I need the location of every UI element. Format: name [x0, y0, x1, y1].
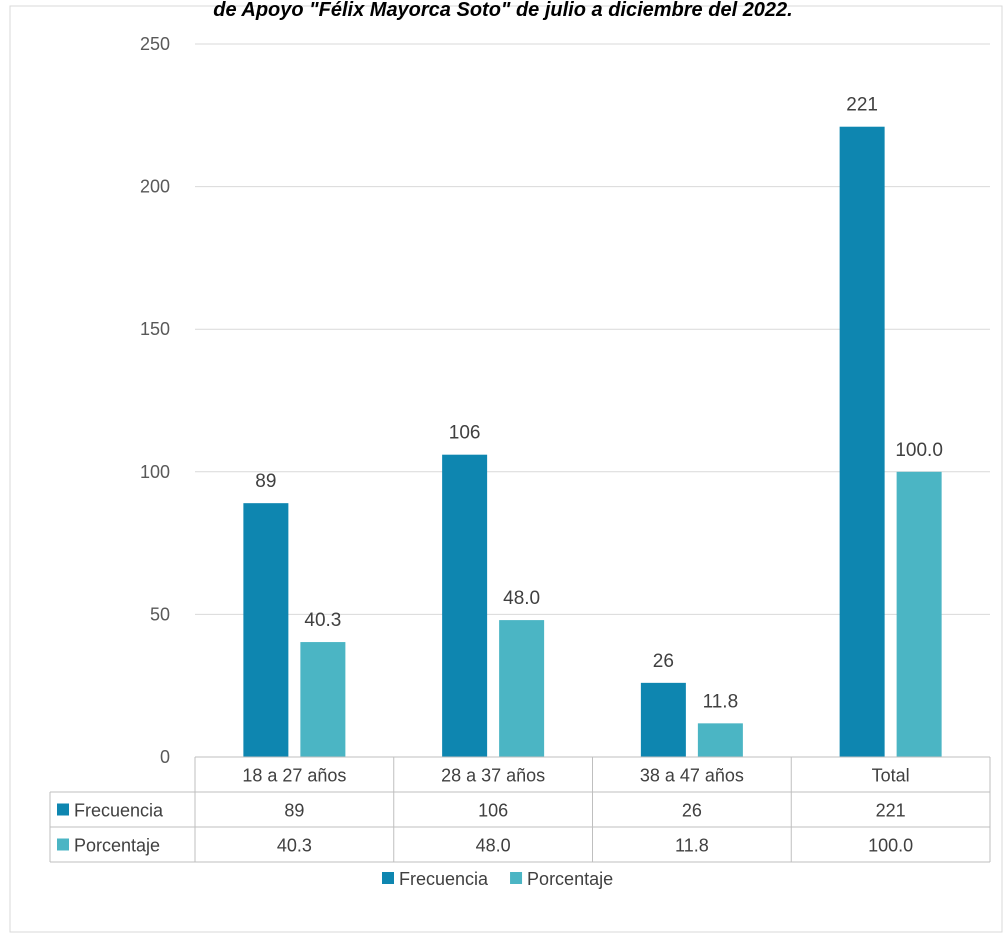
table-cell-porcentaje-total: 100.0 — [868, 836, 913, 856]
chart-border — [9, 5, 1003, 933]
x-tick-label-18-a-27-anos: 18 a 27 años — [242, 766, 346, 786]
table-row-label-porcentaje: Porcentaje — [74, 836, 160, 856]
y-tick-label: 0 — [160, 747, 170, 767]
y-tick-label: 100 — [140, 462, 170, 482]
data-label-porcentaje-28-a-37-anos: 48.0 — [503, 588, 540, 609]
data-label-frecuencia-28-a-37-anos: 106 — [449, 423, 481, 444]
legend-key-porcentaje — [510, 872, 523, 884]
bar-porcentaje-18-a-27-anos — [300, 642, 346, 757]
bar-porcentaje-28-a-37-anos — [499, 620, 545, 757]
bar-frecuencia-total — [839, 126, 885, 757]
table-legend-key-porcentaje — [57, 838, 69, 851]
table-cell-frecuencia-38-a-47-anos: 26 — [682, 801, 702, 821]
data-label-porcentaje-38-a-47-anos: 11.8 — [703, 691, 739, 712]
data-label-porcentaje-18-a-27-anos: 40.3 — [304, 610, 341, 631]
table-cell-frecuencia-total: 221 — [876, 801, 906, 821]
legend-label-frecuencia: Frecuencia — [399, 869, 489, 889]
bar-porcentaje-38-a-47-anos — [697, 723, 743, 757]
x-tick-label-28-a-37-anos: 28 a 37 años — [441, 766, 545, 786]
y-tick-label: 50 — [150, 604, 170, 624]
x-tick-label-38-a-47-anos: 38 a 47 años — [640, 766, 744, 786]
legend-label-porcentaje: Porcentaje — [527, 869, 613, 889]
bar-frecuencia-38-a-47-anos — [640, 682, 686, 757]
table-cell-porcentaje-18-a-27-anos: 40.3 — [277, 836, 312, 856]
table-row-label-frecuencia: Frecuencia — [74, 801, 164, 821]
table-cell-frecuencia-18-a-27-anos: 89 — [284, 801, 304, 821]
table-cell-porcentaje-38-a-47-anos: 11.8 — [675, 836, 709, 856]
data-label-frecuencia-total: 221 — [846, 95, 878, 116]
table-cell-porcentaje-28-a-37-anos: 48.0 — [476, 836, 511, 856]
bar-frecuencia-18-a-27-anos — [243, 503, 289, 757]
data-label-frecuencia-38-a-47-anos: 26 — [653, 651, 674, 672]
y-tick-label: 250 — [140, 34, 170, 54]
y-tick-label: 200 — [140, 177, 170, 197]
y-tick-label: 150 — [140, 319, 170, 339]
x-tick-label-total: Total — [872, 766, 910, 786]
legend-key-frecuencia — [382, 872, 394, 884]
data-label-porcentaje-total: 100.0 — [895, 440, 943, 461]
table-cell-frecuencia-28-a-37-anos: 106 — [478, 801, 508, 821]
data-label-frecuencia-18-a-27-anos: 89 — [255, 471, 276, 492]
bar-frecuencia-28-a-37-anos — [442, 454, 488, 757]
table-legend-key-frecuencia — [57, 803, 69, 816]
chart-title: de Apoyo "Félix Mayorca Soto" de julio a… — [213, 0, 793, 21]
bar-porcentaje-total — [896, 471, 942, 757]
